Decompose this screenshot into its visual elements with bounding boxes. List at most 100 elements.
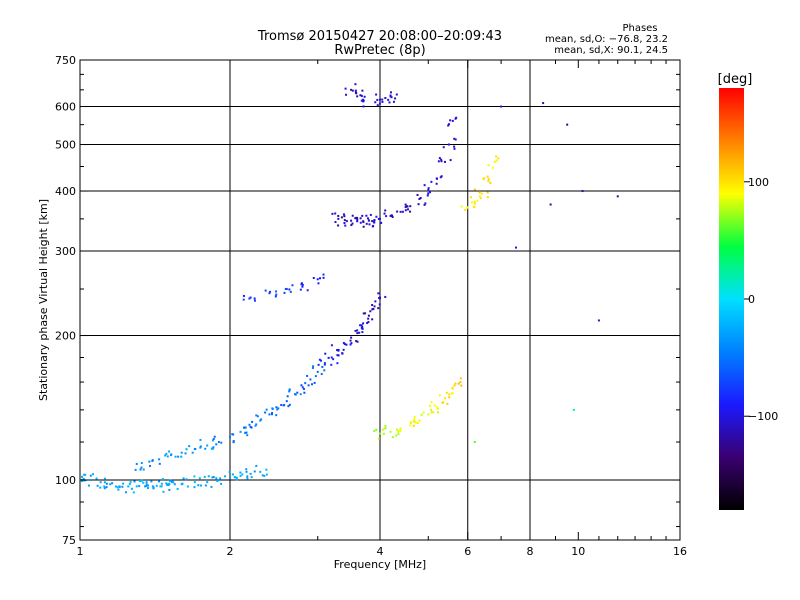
data-point [105,482,108,485]
data-point [206,481,209,484]
data-point [375,215,378,218]
data-point [264,411,267,414]
data-point [377,437,380,440]
data-point [542,102,545,105]
data-point [429,404,432,407]
data-point [427,192,430,195]
data-point [167,484,170,487]
data-point [368,219,371,222]
data-point [459,377,462,380]
data-point [288,403,291,406]
data-point [572,408,575,411]
data-point [145,484,148,487]
data-point [265,473,268,476]
data-point [479,197,482,200]
data-point [128,483,131,486]
data-point [271,407,274,410]
data-point [399,427,402,430]
data-point [424,202,427,205]
colorbar-tick-label: 0 [748,293,755,306]
data-point [324,352,327,355]
data-point [111,482,114,485]
data-point [268,292,271,295]
data-point [486,196,489,199]
data-point [342,213,345,216]
data-point [99,481,102,484]
data-point [378,296,381,299]
data-point [332,358,335,361]
data-point [275,290,278,293]
data-point [168,488,171,491]
data-point [289,290,292,293]
data-point [391,214,394,217]
data-point [350,342,353,345]
data-point [197,484,200,487]
data-point [476,199,479,202]
data-point [351,214,354,217]
plot-axes: 1 2 4 6 8 10 16 75 100 200 300 400 500 600 750 [55,54,687,558]
data-point [373,429,376,432]
data-point [367,314,370,317]
data-point [181,482,184,485]
data-point [448,396,451,399]
data-point [354,217,357,220]
y-tick-label: 750 [55,54,76,67]
data-point [245,468,248,471]
data-point [161,478,164,481]
data-point [435,405,438,408]
data-point [147,484,150,487]
data-point [194,447,197,450]
data-point [142,468,145,471]
data-point [374,300,377,303]
data-point [441,401,444,404]
data-point [265,468,268,471]
data-point [138,479,141,482]
data-point [432,411,435,414]
data-point [473,202,476,205]
y-tick-label: 75 [62,534,76,547]
data-point [478,195,481,198]
data-point [430,401,433,404]
data-point [396,210,399,213]
data-point [371,303,374,306]
series-f-layer-spread [134,292,387,471]
y-tick-label: 300 [55,245,76,258]
data-point [473,200,476,203]
data-point [430,411,433,414]
data-point [384,427,387,430]
data-point [473,188,476,191]
data-point [495,155,498,158]
data-point [404,203,407,206]
data-point [340,216,343,219]
data-point [378,102,381,105]
data-point [150,480,153,483]
data-point [232,441,235,444]
data-point [373,221,376,224]
data-point [81,480,83,483]
data-point [207,475,210,478]
data-point [454,382,457,385]
data-point [233,476,236,479]
data-point [428,191,431,194]
data-point [362,322,365,325]
data-point [334,212,337,215]
data-point [303,391,306,394]
data-point [362,100,365,103]
data-point [299,393,302,396]
data-point [383,212,386,215]
data-point [371,318,374,321]
data-point [418,198,421,201]
data-point [283,291,286,294]
data-point [354,91,357,94]
data-point [389,430,392,433]
x-tick-label: 6 [464,545,471,558]
data-point [265,408,268,411]
data-point [382,432,385,435]
data-point [443,160,446,163]
data-point [301,283,304,286]
data-point [373,305,376,308]
data-point [351,222,354,225]
data-point [229,476,231,479]
data-point [231,473,234,476]
data-point [438,157,441,160]
